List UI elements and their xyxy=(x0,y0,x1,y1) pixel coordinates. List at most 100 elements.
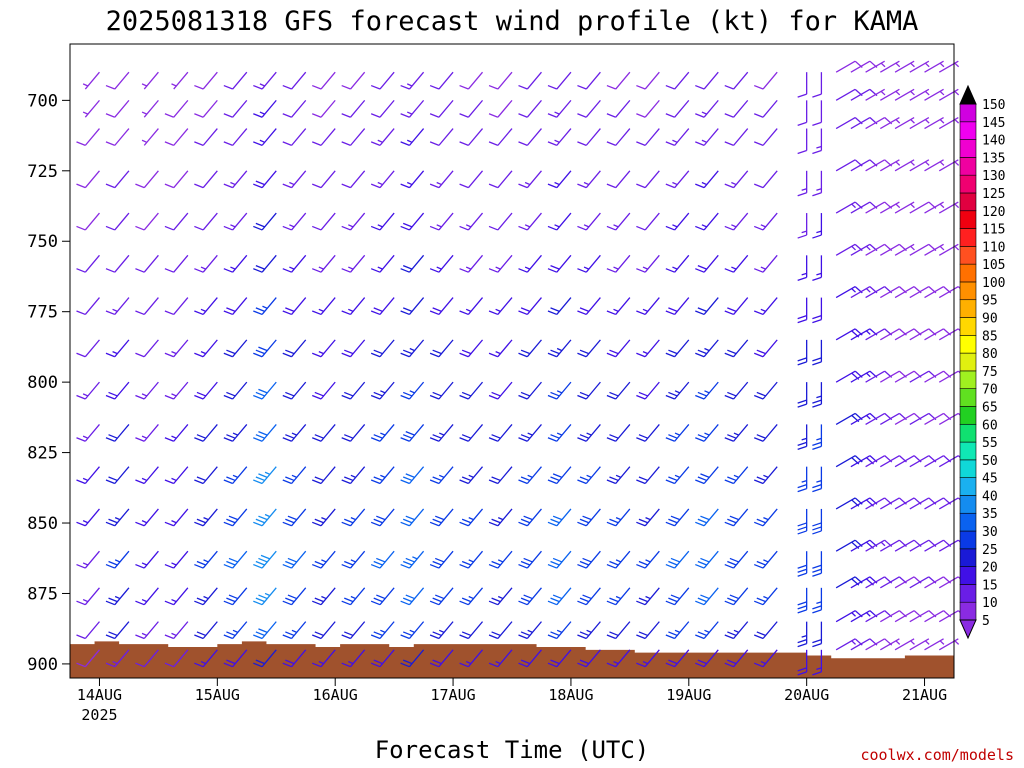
barb-flag xyxy=(753,141,764,146)
barb-staff xyxy=(379,99,395,118)
barb-flag xyxy=(105,84,116,90)
wind-barb xyxy=(606,297,631,316)
barb-flag xyxy=(670,594,681,600)
barb-flag xyxy=(282,662,292,668)
wind-barb xyxy=(518,466,542,485)
wind-barb xyxy=(282,508,307,527)
wind-barb xyxy=(924,328,952,341)
barb-staff xyxy=(850,116,871,130)
barb-staff xyxy=(379,71,395,90)
barb-half-flag xyxy=(409,347,415,352)
barb-staff xyxy=(291,71,307,90)
barb-half-flag xyxy=(264,471,271,475)
wind-barb xyxy=(636,71,660,90)
barb-staff xyxy=(703,128,719,146)
barb-staff xyxy=(644,466,660,484)
colorbar-label: 140 xyxy=(982,134,1005,149)
barb-flag xyxy=(812,671,822,676)
barb-staff xyxy=(556,508,572,527)
barb-staff xyxy=(261,99,277,118)
barb-flag xyxy=(402,349,413,355)
barb-staff xyxy=(615,423,631,442)
y-tick-label: 825 xyxy=(27,444,58,464)
barb-flag xyxy=(285,349,295,355)
colorbar-label: 130 xyxy=(982,169,1005,184)
barb-half-flag xyxy=(866,288,871,293)
barb-flag xyxy=(164,394,174,400)
wind-barb xyxy=(606,423,631,442)
wind-barb xyxy=(223,423,248,442)
barb-half-flag xyxy=(880,541,886,547)
barb-staff xyxy=(938,116,959,130)
wind-barb xyxy=(880,576,907,589)
barb-half-flag xyxy=(645,595,651,600)
wind-barb xyxy=(518,381,542,400)
barb-flag xyxy=(108,631,118,637)
barb-half-flag xyxy=(613,224,619,228)
barb-staff xyxy=(674,99,690,118)
barb-staff xyxy=(762,254,778,273)
barb-staff xyxy=(497,297,513,315)
wind-barb xyxy=(518,212,542,231)
wind-barb xyxy=(400,99,425,118)
wind-barb xyxy=(518,621,542,640)
barb-staff xyxy=(733,381,749,400)
barb-staff xyxy=(835,328,856,341)
barb-half-flag xyxy=(816,272,822,276)
wind-barb xyxy=(665,212,690,231)
colorbar-segment xyxy=(959,210,977,229)
wind-barb xyxy=(924,497,952,510)
wind-barb xyxy=(488,649,513,668)
barb-flag xyxy=(665,225,675,231)
barb-flag xyxy=(812,484,822,489)
wind-barb xyxy=(488,550,513,569)
barb-half-flag xyxy=(924,119,930,124)
barb-flag xyxy=(429,141,440,146)
barb-flag xyxy=(695,521,705,527)
barb-flag xyxy=(459,521,469,527)
barb-half-flag xyxy=(801,480,807,483)
wind-barb xyxy=(636,99,660,118)
barb-staff xyxy=(143,649,159,668)
wind-barb xyxy=(724,381,749,400)
barb-staff xyxy=(438,381,454,400)
barb-half-flag xyxy=(615,595,622,600)
wind-barb xyxy=(797,128,808,155)
barb-flag xyxy=(285,391,295,397)
barb-staff xyxy=(909,60,930,73)
wind-barb xyxy=(488,381,513,400)
barb-flag xyxy=(429,310,440,316)
barb-half-flag xyxy=(866,372,871,378)
barb-staff xyxy=(202,550,218,569)
barb-staff xyxy=(762,128,778,146)
colorbar-label: 120 xyxy=(982,205,1005,220)
barb-flag xyxy=(311,310,322,316)
barb-half-flag xyxy=(674,432,681,436)
barb-flag xyxy=(432,476,442,482)
barb-flag xyxy=(812,568,822,573)
barb-flag xyxy=(76,437,86,442)
y-tick-label: 775 xyxy=(27,303,58,323)
wind-barb xyxy=(370,550,395,569)
barb-flag xyxy=(797,276,807,281)
wind-barb xyxy=(488,423,513,442)
wind-barb xyxy=(665,587,690,606)
wind-barb xyxy=(311,128,336,146)
barb-flag xyxy=(547,600,558,606)
wind-barb xyxy=(194,649,218,668)
barb-staff xyxy=(232,297,248,315)
barb-flag xyxy=(287,594,297,600)
barb-staff xyxy=(909,328,930,341)
barb-staff xyxy=(909,412,930,425)
wind-barb xyxy=(724,254,749,273)
barb-half-flag xyxy=(801,230,807,234)
barb-staff xyxy=(938,497,959,510)
barb-flag xyxy=(729,594,739,600)
wind-barb xyxy=(282,254,307,273)
barb-flag xyxy=(461,631,472,637)
barb-staff xyxy=(114,381,130,400)
wind-barb xyxy=(938,201,960,214)
barb-flag xyxy=(606,600,616,606)
barb-flag xyxy=(226,349,236,355)
